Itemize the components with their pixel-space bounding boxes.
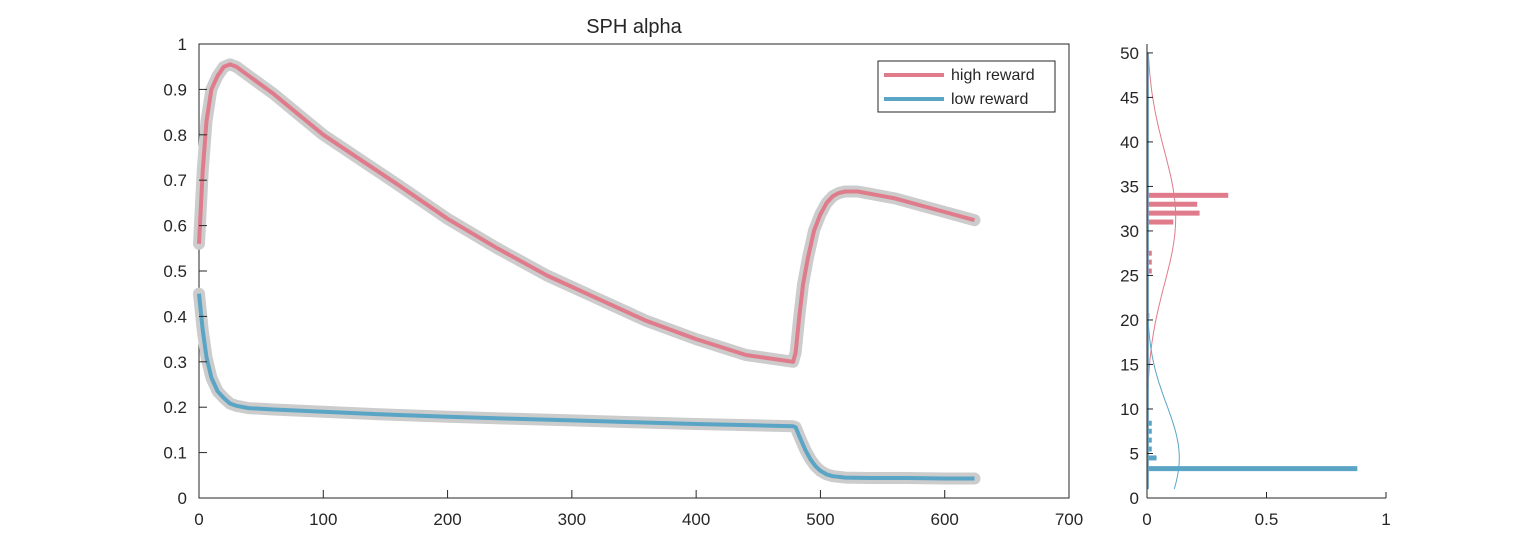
x-tick-label: 400 xyxy=(682,510,710,529)
y-tick-label: 0.7 xyxy=(163,171,187,190)
hist-bar-high-reward xyxy=(1147,259,1152,265)
side-y-tick-label: 5 xyxy=(1130,444,1139,463)
side-histogram-bars xyxy=(1147,192,1358,472)
main-y-axis: 0 0.1 0.2 0.3 0.4 0.5 0.6 0.7 0.8 0.9 1 xyxy=(163,35,207,508)
y-tick-label: 0.4 xyxy=(163,307,187,326)
side-x-tick-label: 0 xyxy=(1142,510,1151,529)
hist-bar-high-reward xyxy=(1147,210,1200,216)
x-tick-label: 0 xyxy=(194,510,203,529)
legend-label-high-reward: high reward xyxy=(951,67,1035,84)
hist-bar-high-reward xyxy=(1147,250,1152,256)
chart-title: SPH alpha xyxy=(586,16,682,38)
legend-item-low-reward: low reward xyxy=(884,91,1028,108)
hist-bar-low-reward xyxy=(1147,455,1157,461)
hist-bar-low-reward xyxy=(1147,466,1358,472)
x-tick-label: 700 xyxy=(1055,510,1083,529)
side-x-tick-label: 0.5 xyxy=(1255,510,1279,529)
side-y-tick-label: 15 xyxy=(1120,355,1139,374)
x-tick-label: 500 xyxy=(806,510,834,529)
y-tick-label: 0.9 xyxy=(163,80,187,99)
side-y-tick-label: 45 xyxy=(1120,88,1139,107)
y-tick-label: 0.3 xyxy=(163,353,187,372)
x-tick-label: 600 xyxy=(931,510,959,529)
y-tick-label: 0.8 xyxy=(163,126,187,145)
x-tick-label: 100 xyxy=(309,510,337,529)
main-line-chart: SPH alpha 0 100 200 300 400 500 600 700 0 0.1 0.2… xyxy=(163,16,1083,529)
hist-bar-high-reward xyxy=(1147,192,1229,198)
y-tick-label: 0.2 xyxy=(163,398,187,417)
y-tick-label: 0 xyxy=(178,489,187,508)
legend: high reward low reward xyxy=(877,60,1056,113)
legend-label-low-reward: low reward xyxy=(951,91,1028,108)
side-y-axis: 0 5 10 15 20 25 30 35 40 45 50 xyxy=(1120,44,1153,508)
y-tick-label: 0.6 xyxy=(163,217,187,236)
x-tick-label: 300 xyxy=(558,510,586,529)
side-y-tick-label: 20 xyxy=(1120,311,1139,330)
side-y-tick-label: 10 xyxy=(1120,400,1139,419)
hist-bar-low-reward xyxy=(1147,428,1152,434)
hist-bar-low-reward xyxy=(1147,437,1152,443)
y-tick-label: 0.1 xyxy=(163,444,187,463)
main-series-lines xyxy=(197,62,976,481)
side-y-tick-label: 50 xyxy=(1120,44,1139,63)
y-tick-label: 0.5 xyxy=(163,262,187,281)
series-line-low-reward xyxy=(197,293,975,481)
side-x-axis: 0 0.5 1 xyxy=(1142,492,1391,529)
hist-bar-low-reward xyxy=(1147,420,1152,426)
side-y-tick-label: 25 xyxy=(1120,266,1139,285)
side-y-tick-label: 0 xyxy=(1130,489,1139,508)
legend-box xyxy=(877,60,1056,113)
hist-bar-low-reward xyxy=(1147,446,1152,452)
series-line-high-reward xyxy=(197,62,976,364)
x-tick-label: 200 xyxy=(433,510,461,529)
side-y-tick-label: 40 xyxy=(1120,133,1139,152)
y-tick-label: 1 xyxy=(178,35,187,54)
hist-bar-high-reward xyxy=(1147,268,1152,274)
side-x-tick-label: 1 xyxy=(1381,510,1390,529)
side-y-tick-label: 30 xyxy=(1120,222,1139,241)
legend-item-high-reward: high reward xyxy=(884,67,1035,84)
hist-bar-high-reward xyxy=(1147,201,1198,207)
side-y-tick-label: 35 xyxy=(1120,177,1139,196)
hist-bar-high-reward xyxy=(1147,219,1174,225)
main-x-axis: 0 100 200 300 400 500 600 700 xyxy=(194,490,1083,529)
